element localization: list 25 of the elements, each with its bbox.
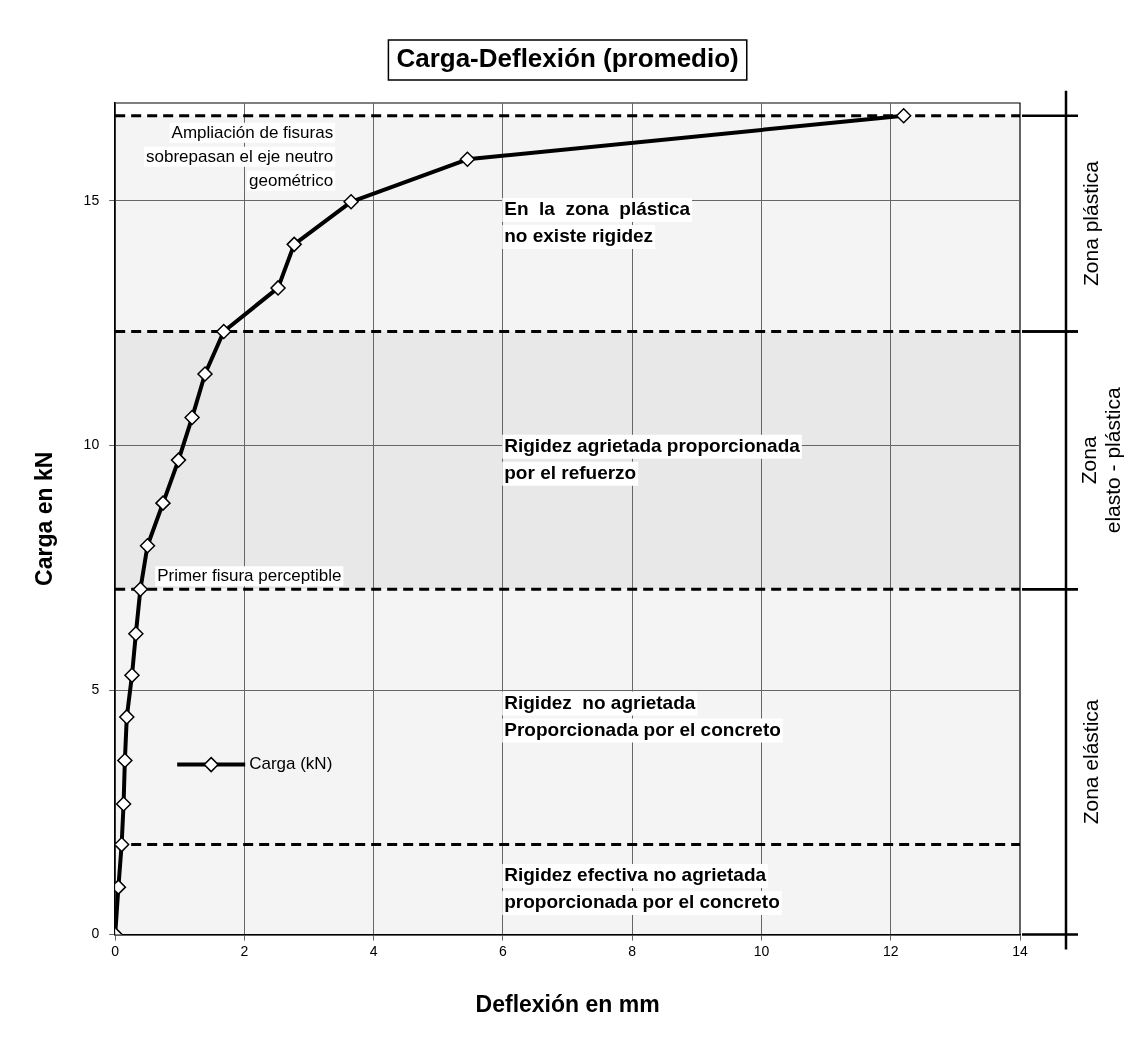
y-tick-label: 5 [91,680,100,697]
x-tick-label: 12 [882,942,899,959]
annotation: Rigidez efectiva no agrietada proporcionada por el concreto [504,864,780,913]
y-axis-title: Carga en kN [31,451,58,586]
band-label: Zona plástica [1078,160,1102,287]
annotation: En la zona plástica no existe rigidez [504,198,691,247]
legend-label: Carga (kN) [249,754,333,774]
x-tick-label: 10 [753,942,770,959]
annotation: Rigidez no agrietada Proporcionada por el concreto [504,691,781,740]
y-tick-label: 10 [83,436,100,453]
y-tick-label: 15 [83,191,100,208]
band-label: Zona elástica [1078,699,1102,825]
chart-title: Carga-Deflexión (promedio) [396,43,739,74]
ref-line-label: Ampliación de fisuras sobrepasan el eje neutro geométrico [146,122,334,190]
x-tick-label: 2 [240,942,249,959]
x-tick-label: 4 [369,942,378,959]
ref-line-label: Primer fisura perceptible [157,566,342,586]
x-tick-label: 8 [628,942,637,959]
x-axis-title: Deflexión en mm [475,990,660,1017]
annotation: Rigidez agrietada proporcionada por el refuerzo [504,435,801,484]
band-label: Zona elasto - plástica [1076,387,1124,534]
x-tick-label: 14 [1012,942,1028,959]
x-tick-label: 6 [499,942,508,959]
x-tick-label: 0 [111,942,120,959]
y-tick-label: 0 [91,925,100,942]
